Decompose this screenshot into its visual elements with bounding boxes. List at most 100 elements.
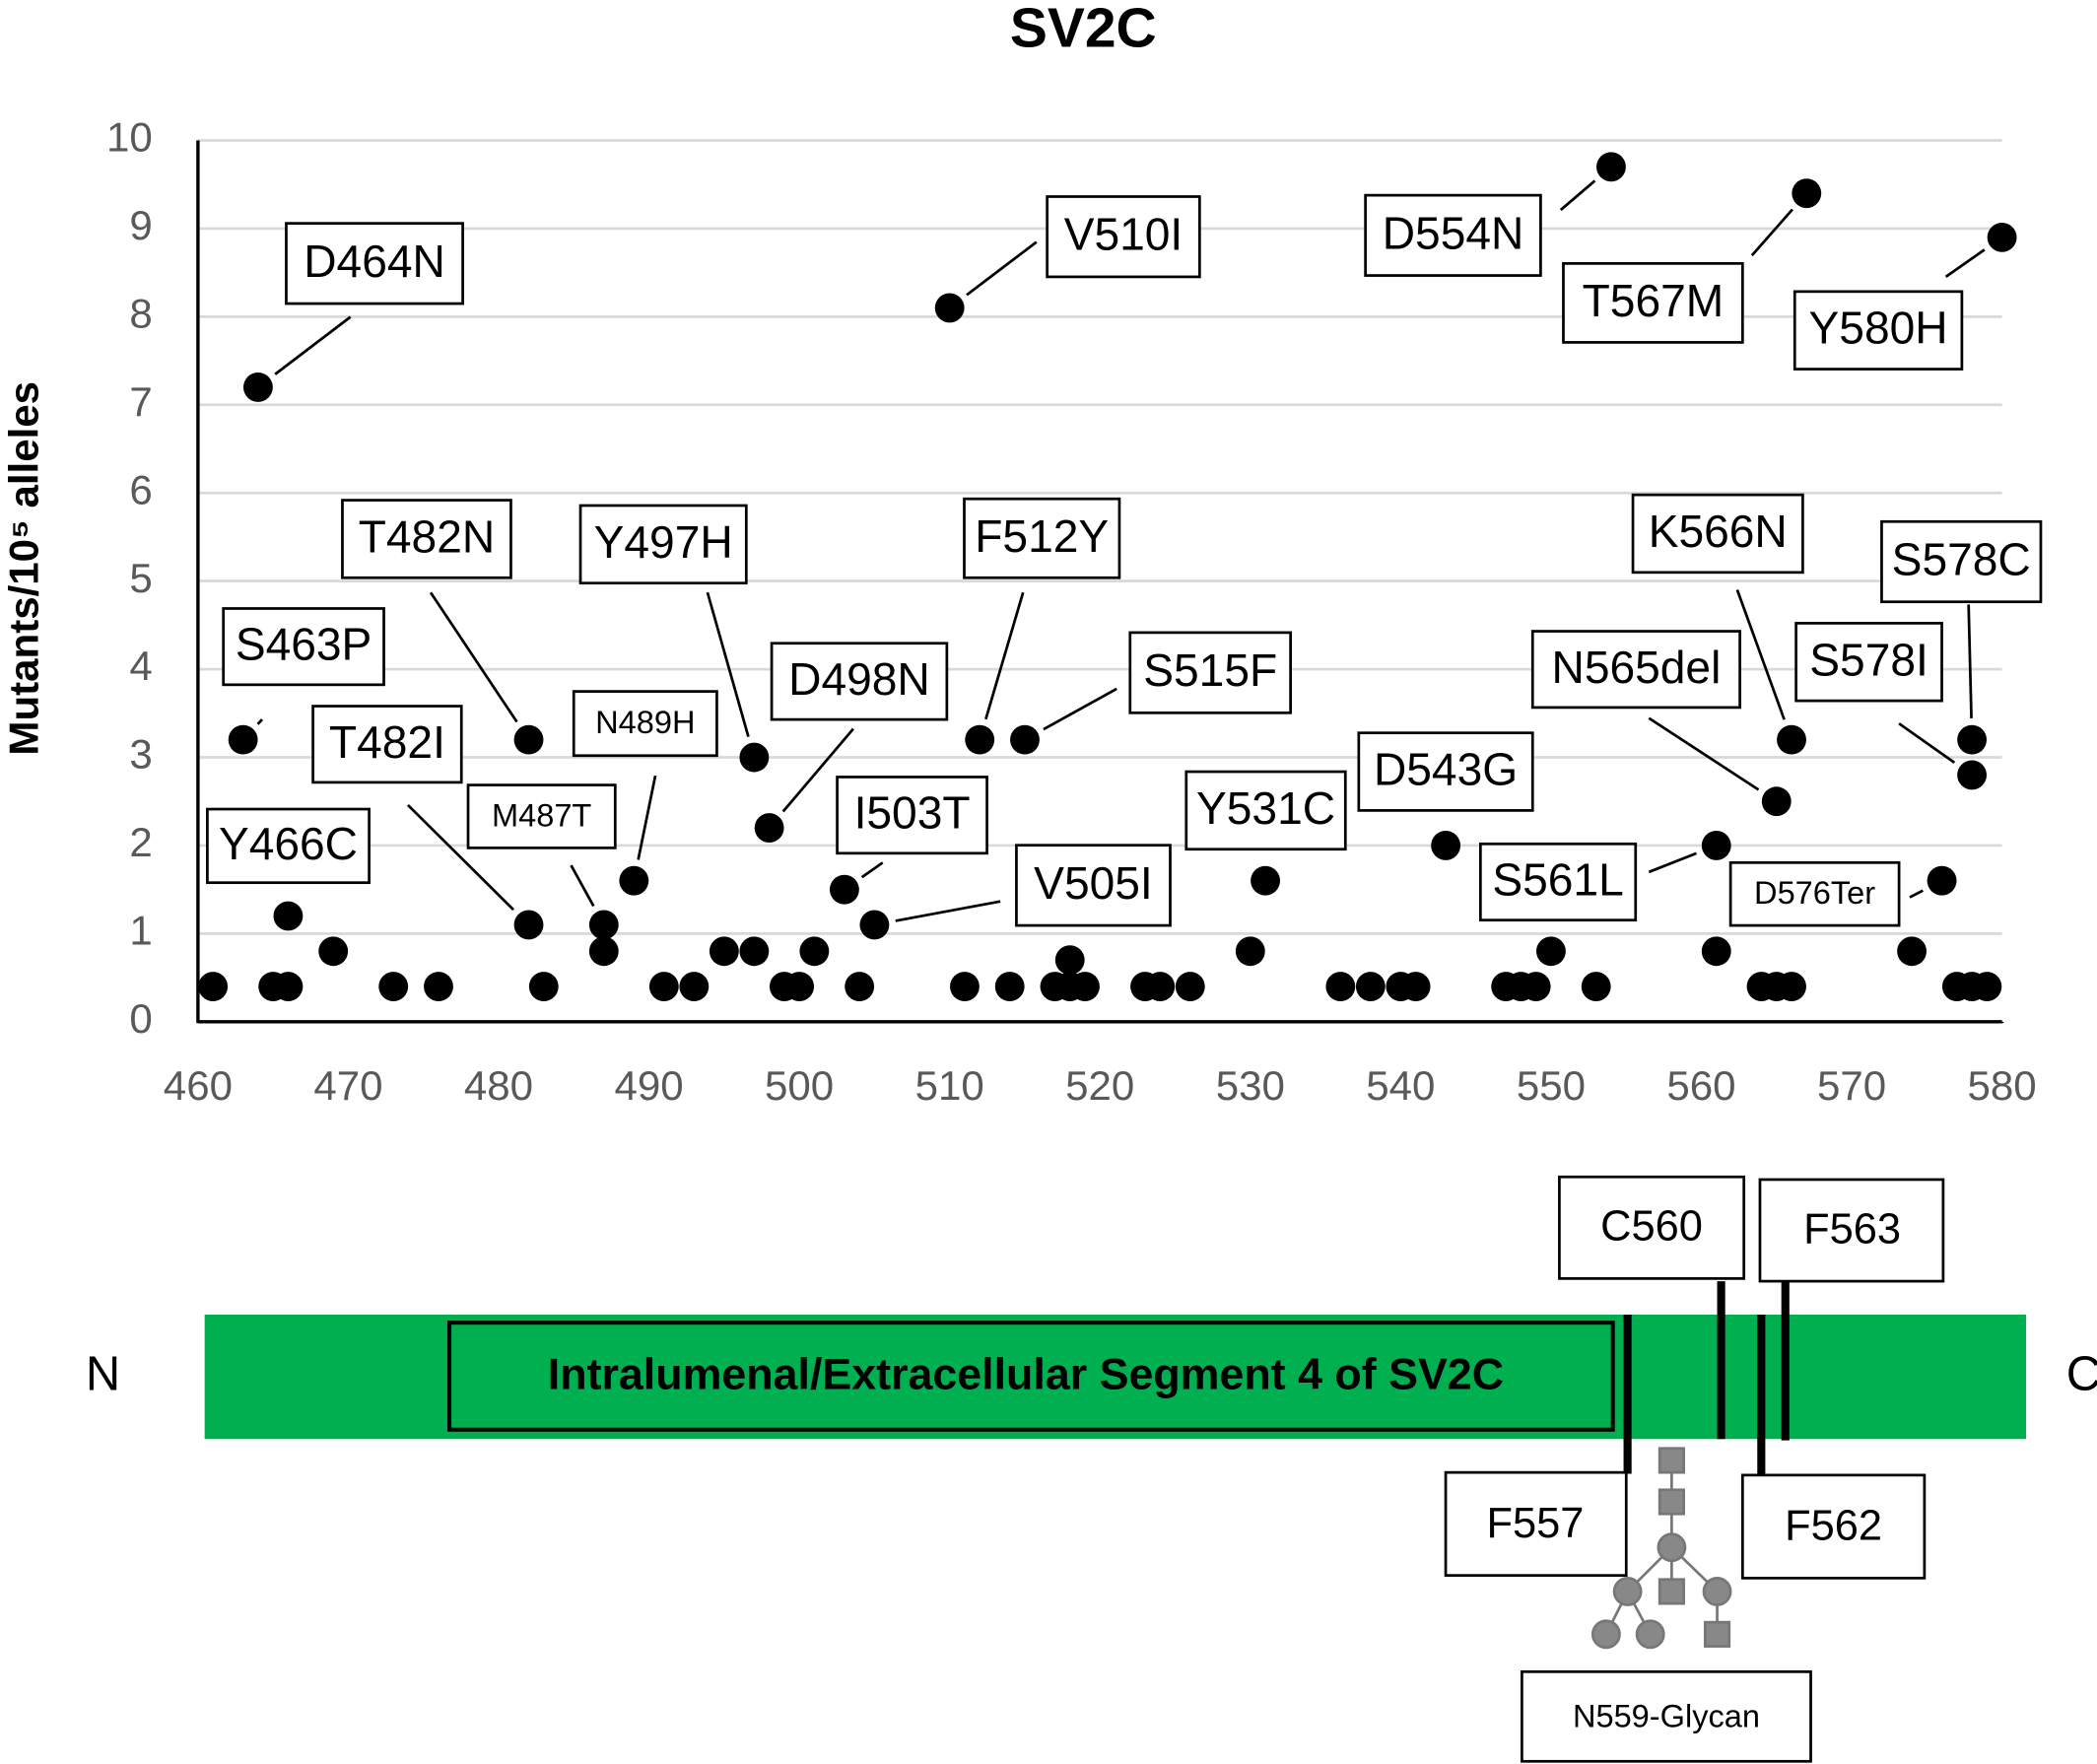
point xyxy=(1972,972,2002,1001)
point xyxy=(1701,831,1731,860)
point xyxy=(1777,724,1806,755)
point xyxy=(1792,178,1822,209)
annotation-label: F512Y xyxy=(975,510,1109,562)
protein-diagram: Intralumenal/Extracellular Segment 4 of … xyxy=(86,1175,2097,1763)
point xyxy=(994,972,1025,1001)
point xyxy=(829,874,859,905)
point xyxy=(1251,865,1280,896)
point xyxy=(1521,972,1551,1001)
x-tick-label: 530 xyxy=(1216,1062,1285,1109)
point xyxy=(1355,972,1386,1001)
c-terminus: C xyxy=(2066,1348,2097,1401)
annotation-box xyxy=(1128,631,1292,714)
point xyxy=(1325,972,1356,1001)
annotation-box xyxy=(1357,731,1534,812)
point xyxy=(242,372,273,402)
annotation-label: D543G xyxy=(1374,744,1518,795)
point xyxy=(1175,972,1205,1001)
point xyxy=(513,910,544,940)
point xyxy=(1761,786,1792,817)
annotation-label: S578I xyxy=(1809,634,1928,685)
leader-line xyxy=(1967,604,1973,718)
point xyxy=(273,901,304,931)
y-tick-label: 4 xyxy=(129,643,152,689)
site-label: C560 xyxy=(1600,1203,1703,1251)
x-tick-label: 510 xyxy=(915,1062,984,1109)
point xyxy=(859,910,890,940)
site-label: F562 xyxy=(1785,1503,1882,1550)
point xyxy=(1701,936,1731,967)
leader-line xyxy=(1735,589,1786,720)
point xyxy=(739,936,770,967)
annotation-box xyxy=(963,497,1121,579)
point xyxy=(1957,760,1988,790)
segment-box xyxy=(446,1321,1615,1432)
x-tick-label: 580 xyxy=(1968,1062,2037,1109)
annotation-label: S515F xyxy=(1143,645,1277,696)
plot: 0 1 2 3 4 5 6 7 8 9 10 460 470 480 490 500 510 520 530 540 5… xyxy=(106,114,2043,1109)
point xyxy=(528,972,559,1001)
point xyxy=(739,742,770,773)
annotation-box xyxy=(285,222,464,305)
x-tick-label: 540 xyxy=(1366,1062,1435,1109)
point xyxy=(1070,972,1100,1001)
point xyxy=(1777,972,1806,1001)
annotation-box xyxy=(206,807,371,885)
x-tick-label: 480 xyxy=(464,1062,533,1109)
point xyxy=(934,293,965,323)
point xyxy=(1596,152,1626,182)
annotation-box xyxy=(770,642,949,721)
annotation-box xyxy=(341,499,512,579)
y-tick-label: 5 xyxy=(129,555,152,601)
annotation-label: T482N xyxy=(359,510,495,562)
annotation-box xyxy=(1562,261,1744,344)
point xyxy=(1957,724,1988,755)
point xyxy=(648,972,679,1001)
annotation-box xyxy=(572,690,718,758)
leader-line xyxy=(1559,179,1596,212)
leader-line xyxy=(637,775,657,860)
annotation-label: Y466C xyxy=(219,818,358,869)
annotation-label: K566N xyxy=(1649,506,1788,557)
point xyxy=(619,865,649,896)
x-tick-label: 490 xyxy=(614,1062,683,1109)
leader-line xyxy=(1944,248,1986,279)
site-box xyxy=(1444,1470,1628,1578)
point xyxy=(198,972,229,1001)
y-axis-label: Mutants/10⁵ alleles xyxy=(0,381,46,756)
leader-line xyxy=(706,591,750,737)
annotation-box xyxy=(466,783,617,849)
annotation-label: D576Ter xyxy=(1754,875,1875,911)
point xyxy=(679,972,710,1001)
annotation-box xyxy=(1364,193,1542,277)
annotation-label: S463P xyxy=(236,619,372,670)
annotation-label: T567M xyxy=(1583,275,1725,326)
leader-line xyxy=(781,727,854,813)
annotation-box xyxy=(578,504,748,585)
annotation-box xyxy=(836,776,988,855)
annotation-label: V505I xyxy=(1034,857,1153,909)
annotation-label: Y580H xyxy=(1809,303,1948,354)
leader-line xyxy=(1648,716,1760,791)
annotation-box xyxy=(1880,519,2043,604)
glycan-label: N559-Glycan xyxy=(1573,1698,1760,1733)
leader-line xyxy=(256,718,264,725)
point xyxy=(378,972,409,1001)
annotation-label: M487T xyxy=(492,797,591,833)
annotation-box xyxy=(1046,195,1201,279)
leader-line xyxy=(274,315,352,375)
annotation-label: S578C xyxy=(1892,534,2031,585)
annotation-label: D554N xyxy=(1383,207,1524,258)
annotation-label: Y531C xyxy=(1196,782,1335,834)
annotation-label: N489H xyxy=(595,705,695,740)
leader-line xyxy=(1750,208,1793,257)
point xyxy=(709,936,739,967)
annotation-label: S561L xyxy=(1492,854,1623,906)
site-label: F557 xyxy=(1487,1500,1585,1547)
annotation-box xyxy=(1184,770,1347,851)
leader-line xyxy=(406,804,515,912)
annotation-box xyxy=(222,607,385,687)
annotation-box xyxy=(1794,622,1943,703)
point xyxy=(754,813,784,843)
